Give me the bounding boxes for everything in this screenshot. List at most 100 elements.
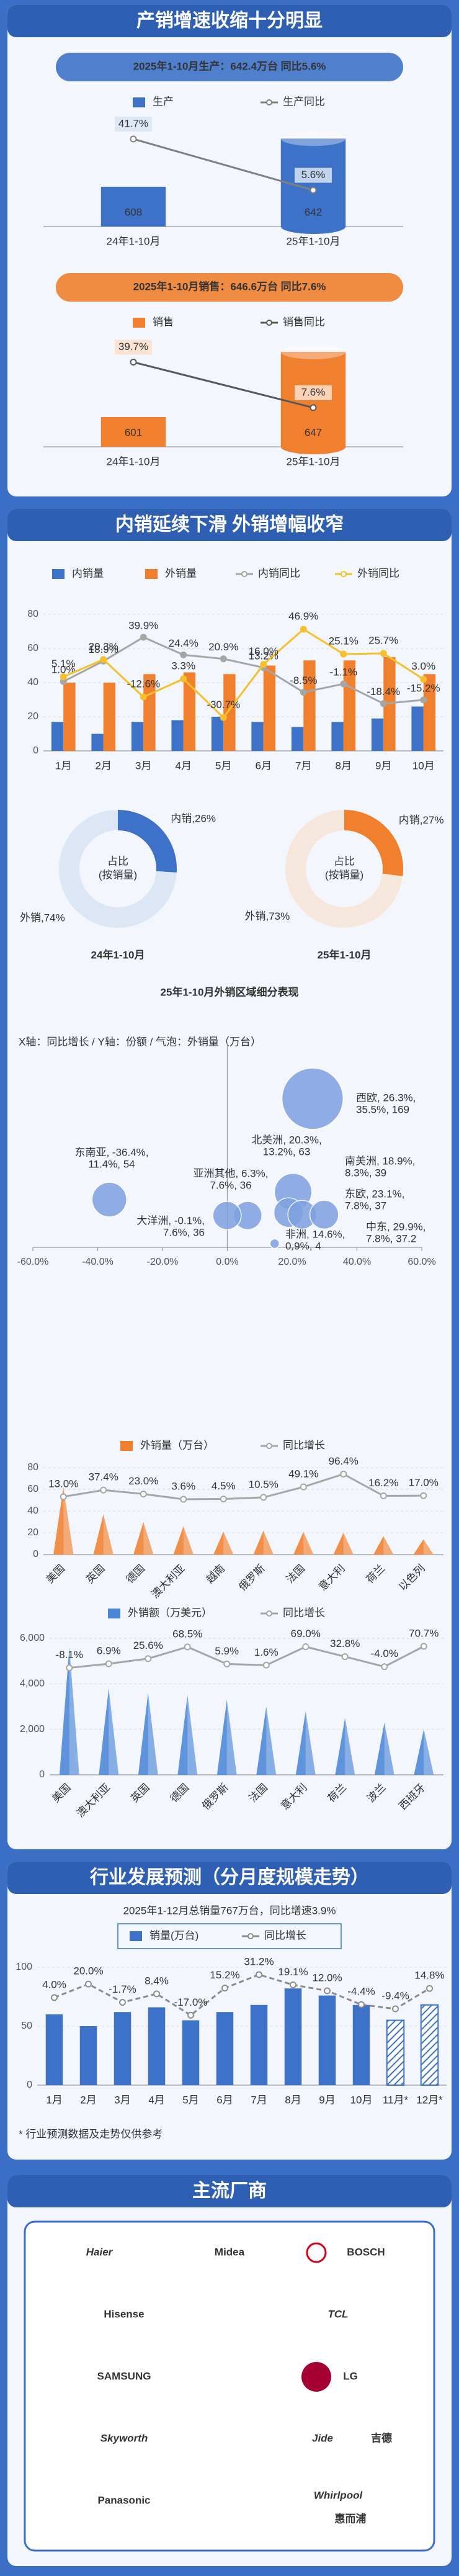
legend-swatch [133,97,145,107]
legend-swatch [120,1441,133,1451]
bar-value-label: 601 [125,426,142,438]
line-value-label: 18.9% [89,644,118,655]
x-tick-label: 6月 [256,760,272,771]
bar [295,1711,316,1775]
bar [223,674,236,751]
brand-logo: Panasonic [97,2494,150,2506]
bar [414,1729,434,1775]
y-tick-label: 4,000 [20,1679,45,1689]
line-marker [220,1496,227,1503]
line-value-label: 3.0% [411,660,435,672]
bar [173,1526,194,1555]
donut-center-label: 占比 [334,855,355,867]
line-value-label: -9.4% [381,1990,409,2002]
bar-highlight [223,1532,234,1555]
chart-subtitle: 2025年1-12月总销量767万台，同比增速3.9% [123,1905,336,1916]
line-value-label: -17.0% [174,1996,208,2008]
y-tick-label: 20 [27,1527,38,1538]
summary-pill [56,53,403,81]
line-marker [260,1494,267,1501]
bar-highlight [263,1530,274,1555]
line-marker [145,1655,152,1663]
bubble-label: 东欧, 23.1%, [345,1188,404,1200]
bar [100,417,166,447]
bubble-label: 7.6%, 36 [163,1226,205,1238]
brand-logo: Jide [312,2432,333,2444]
bubble-label: 非洲, 14.6%, [285,1228,345,1240]
line-marker [66,1664,73,1672]
line-value-label: -12.6% [127,678,160,690]
y-tick-label: 0 [27,2080,32,2090]
line-marker [420,1492,427,1499]
line-value-label: 31.2% [244,1955,274,1967]
line-marker [100,1486,107,1494]
legend-label: 销售 [153,316,174,328]
line-marker [420,696,427,704]
section-title: 主流厂商 [192,2181,267,2201]
line-value-label: -1.7% [109,1983,136,1995]
bar-highlight [187,1695,198,1775]
line-marker [130,135,137,143]
section-title: 行业发展预测（分月度规模走势） [89,1867,369,1888]
x-tick-label: 20.0% [278,1257,306,1267]
x-tick-label: 60.0% [408,1257,435,1267]
bar-highlight [383,1536,394,1555]
x-tick-label: -20.0% [147,1257,179,1267]
bar-highlight [305,1711,316,1775]
line-value-label: 7.6% [301,386,326,398]
line-value-label: 41.7% [118,117,148,129]
line [133,138,314,191]
y-tick-label: 100 [16,1962,32,1972]
bar [335,1718,355,1775]
line-marker [153,1990,160,1998]
line-marker [324,1987,331,1995]
summary-text: 2025年1-10月生产：642.4万台 同比5.6% [133,60,326,72]
line-marker [220,714,227,721]
line [63,1473,424,1501]
bar [51,722,64,751]
brand-logo: LG [343,2370,358,2382]
summary-text: 2025年1-10月销售：646.6万台 同比7.6% [133,280,326,292]
line-value-label: 25.7% [368,634,398,646]
bar [331,722,344,751]
line-value-label: 68.5% [172,1628,202,1640]
line-value-label: 8.4% [145,1975,169,1986]
legend-marker [266,1443,272,1449]
logo-icon [306,2242,327,2263]
bar-top [280,344,346,359]
bar [251,722,264,751]
legend-swatch [130,1931,142,1941]
line-marker [221,1985,228,1992]
bubble-label: 11.4%, 54 [88,1158,135,1170]
line-value-label: 37.4% [89,1471,118,1483]
bar [79,2026,97,2085]
line-value-label: 20.0% [73,1965,103,1977]
line-marker [105,1660,112,1667]
y-tick-label: 2,000 [20,1724,45,1735]
line-value-label: 96.4% [329,1455,359,1467]
bar-highlight [103,1514,114,1555]
line-marker [220,655,227,663]
line-value-label: 15.2% [210,1969,239,1981]
line-marker [262,1661,270,1669]
brand-logo: TCL [328,2308,348,2320]
y-tick-label: 80 [27,1462,38,1473]
bar [253,1530,274,1555]
bar-highlight [384,1722,394,1775]
x-tick-label: 5月 [182,2094,198,2106]
bar [100,187,166,227]
bar [263,665,276,751]
section-title: 产销增速收缩十分明显 [136,11,323,31]
x-tick-label: 25年1-10月 [287,235,341,247]
legend-swatch [108,1609,120,1618]
line-marker [60,673,67,681]
bar [371,718,384,751]
brand-logo: Whirlpool [314,2489,363,2501]
line-value-label: 20.9% [208,641,238,653]
bubble-label: 中东, 29.9%, [366,1221,426,1232]
bar [103,683,116,751]
bubble [269,1238,280,1249]
line-marker [119,1999,126,2006]
bar [114,2012,131,2085]
label-bg [115,116,152,132]
